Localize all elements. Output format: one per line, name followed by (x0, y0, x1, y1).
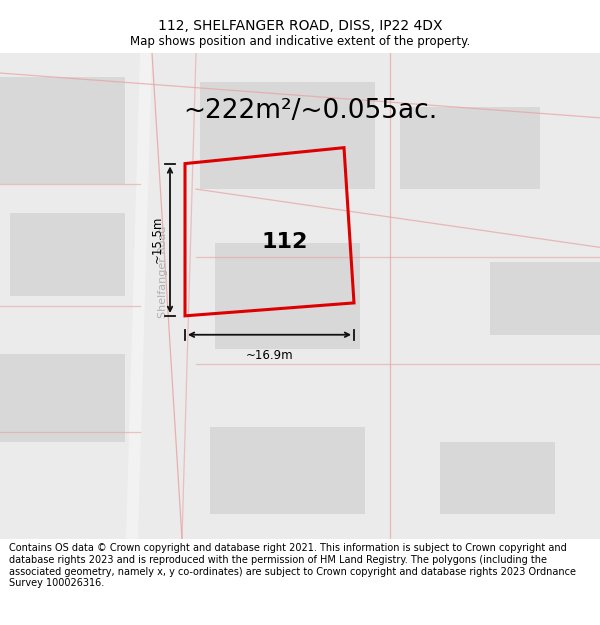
Bar (210, 427, 365, 514)
Text: ~222m²/~0.055ac.: ~222m²/~0.055ac. (183, 98, 437, 124)
Bar (0, 78, 125, 184)
Polygon shape (0, 53, 140, 539)
Text: Map shows position and indicative extent of the property.: Map shows position and indicative extent… (130, 35, 470, 48)
Text: 112, SHELFANGER ROAD, DISS, IP22 4DX: 112, SHELFANGER ROAD, DISS, IP22 4DX (158, 19, 442, 33)
Polygon shape (138, 53, 196, 539)
Text: 112: 112 (262, 232, 308, 252)
Text: ~15.5m: ~15.5m (151, 216, 164, 263)
Text: ~16.9m: ~16.9m (245, 349, 293, 362)
Polygon shape (182, 53, 600, 539)
Bar (440, 442, 555, 514)
Text: Shelfanger Road: Shelfanger Road (158, 226, 168, 318)
Bar (215, 242, 360, 349)
Bar (0, 354, 125, 442)
Text: Contains OS data © Crown copyright and database right 2021. This information is : Contains OS data © Crown copyright and d… (9, 544, 576, 588)
Bar (10, 213, 125, 296)
Bar (490, 262, 600, 335)
Bar (200, 82, 375, 189)
Bar (400, 106, 540, 189)
